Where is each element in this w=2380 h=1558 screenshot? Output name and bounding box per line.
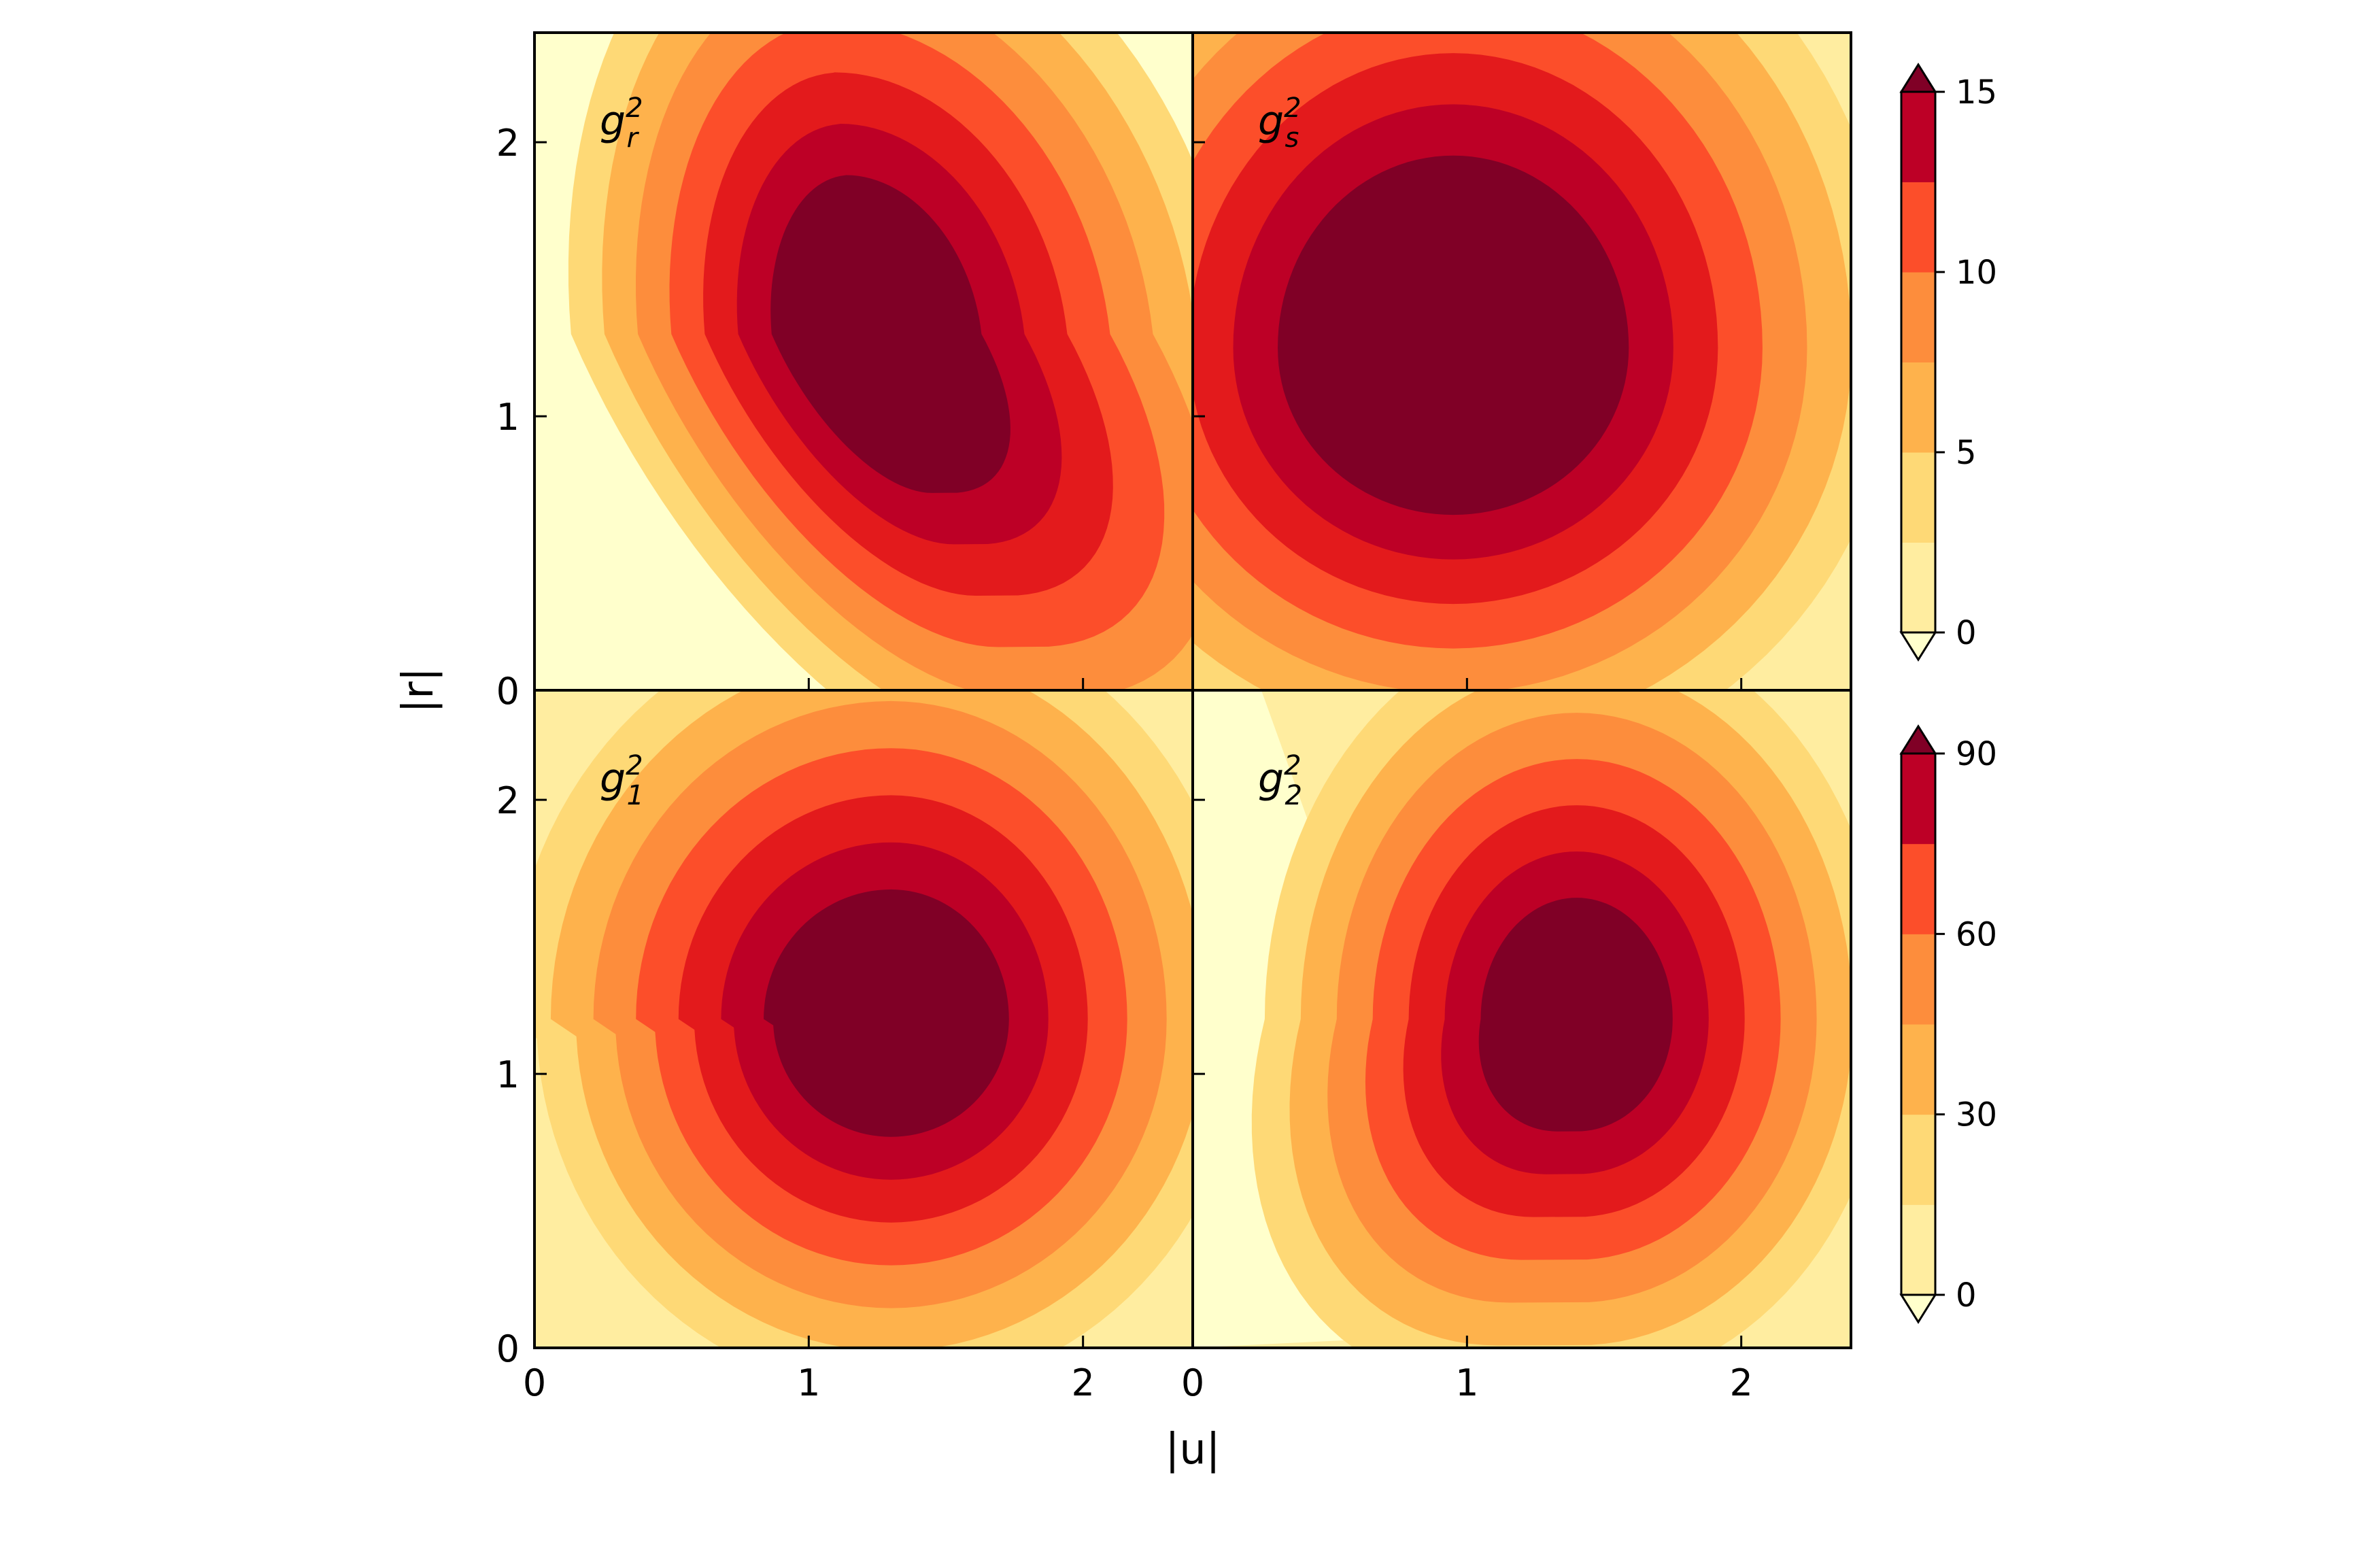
panels-layer: g2 r g2 s g2 1 g2 2	[534, 33, 1851, 1348]
colorbar-segment	[1901, 272, 1935, 362]
colorbar-tick-label: 60	[1956, 915, 1997, 953]
colorbar-extend-max	[1899, 63, 1937, 93]
contour-level-7	[770, 175, 1010, 493]
colorbar-segment	[1901, 843, 1935, 934]
x-tick-label: 2	[1071, 1361, 1094, 1404]
colorbar-tick-label: 0	[1956, 614, 1977, 652]
x-axis-label: |u|	[1165, 1424, 1220, 1474]
colorbar-tick-label: 5	[1956, 434, 1977, 472]
colorbar-tick-label: 0	[1956, 1276, 1977, 1315]
colorbar-segment	[1901, 1204, 1935, 1295]
colorbar-tick-label: 90	[1956, 735, 1997, 773]
x-tick-label: 2	[1729, 1361, 1752, 1404]
colorbar-extend-min	[1899, 1293, 1937, 1324]
panel-2	[1193, 33, 1851, 690]
y-tick-label: 0	[496, 1327, 520, 1370]
y-tick-label: 2	[496, 779, 520, 822]
panel-1	[534, 33, 1193, 690]
colorbar-segment	[1901, 92, 1935, 182]
y-tick-label: 1	[496, 396, 520, 439]
frame-layer: 0 1 2 0 1 2 0 1 2 0 1 2	[496, 31, 1852, 1404]
colorbar-tick-label: 15	[1956, 73, 1997, 112]
panel-3	[534, 690, 1193, 1348]
colorbar-frame	[1900, 90, 1937, 634]
contour-level-7	[1278, 155, 1629, 515]
colorbar-segment	[1901, 542, 1935, 633]
colorbar-segment	[1901, 182, 1935, 273]
x-tick-label: 1	[797, 1361, 820, 1404]
colorbar-segment	[1901, 934, 1935, 1025]
y-tick-label: 2	[496, 122, 520, 165]
y-tick-label: 0	[496, 670, 520, 713]
colorbar-segment	[1901, 1114, 1935, 1205]
y-axis-label: |r|	[393, 667, 443, 713]
x-tick-label: 1	[1455, 1361, 1478, 1404]
contour-level-7	[1478, 898, 1673, 1132]
colorbar-extend-min	[1899, 631, 1937, 662]
colorbar-segment	[1901, 1024, 1935, 1115]
colorbar-tick-label: 30	[1956, 1096, 1997, 1134]
colorbar-segment	[1901, 753, 1935, 845]
panel-4	[1193, 690, 1851, 1348]
contour-level-7	[764, 889, 1009, 1137]
x-tick-label: 0	[523, 1361, 546, 1404]
label-layer: |u| |r|	[393, 667, 1221, 1474]
x-tick-label: 0	[1181, 1361, 1204, 1404]
colorbar-segment	[1901, 362, 1935, 453]
colorbar-segment	[1901, 452, 1935, 543]
colorbar-tick-label: 10	[1956, 254, 1997, 292]
panel-label: g2 s	[1258, 92, 1302, 154]
colorbar-layer: 0 5 10 15 0 30 60 90	[1899, 63, 1997, 1324]
panel-label: g2 2	[1258, 750, 1302, 811]
panel-label: g2 r	[600, 92, 643, 154]
y-tick-label: 1	[496, 1053, 520, 1096]
colorbar-frame	[1900, 752, 1937, 1296]
panel-label: g2 1	[600, 750, 644, 811]
colorbar-extend-max	[1899, 724, 1937, 755]
